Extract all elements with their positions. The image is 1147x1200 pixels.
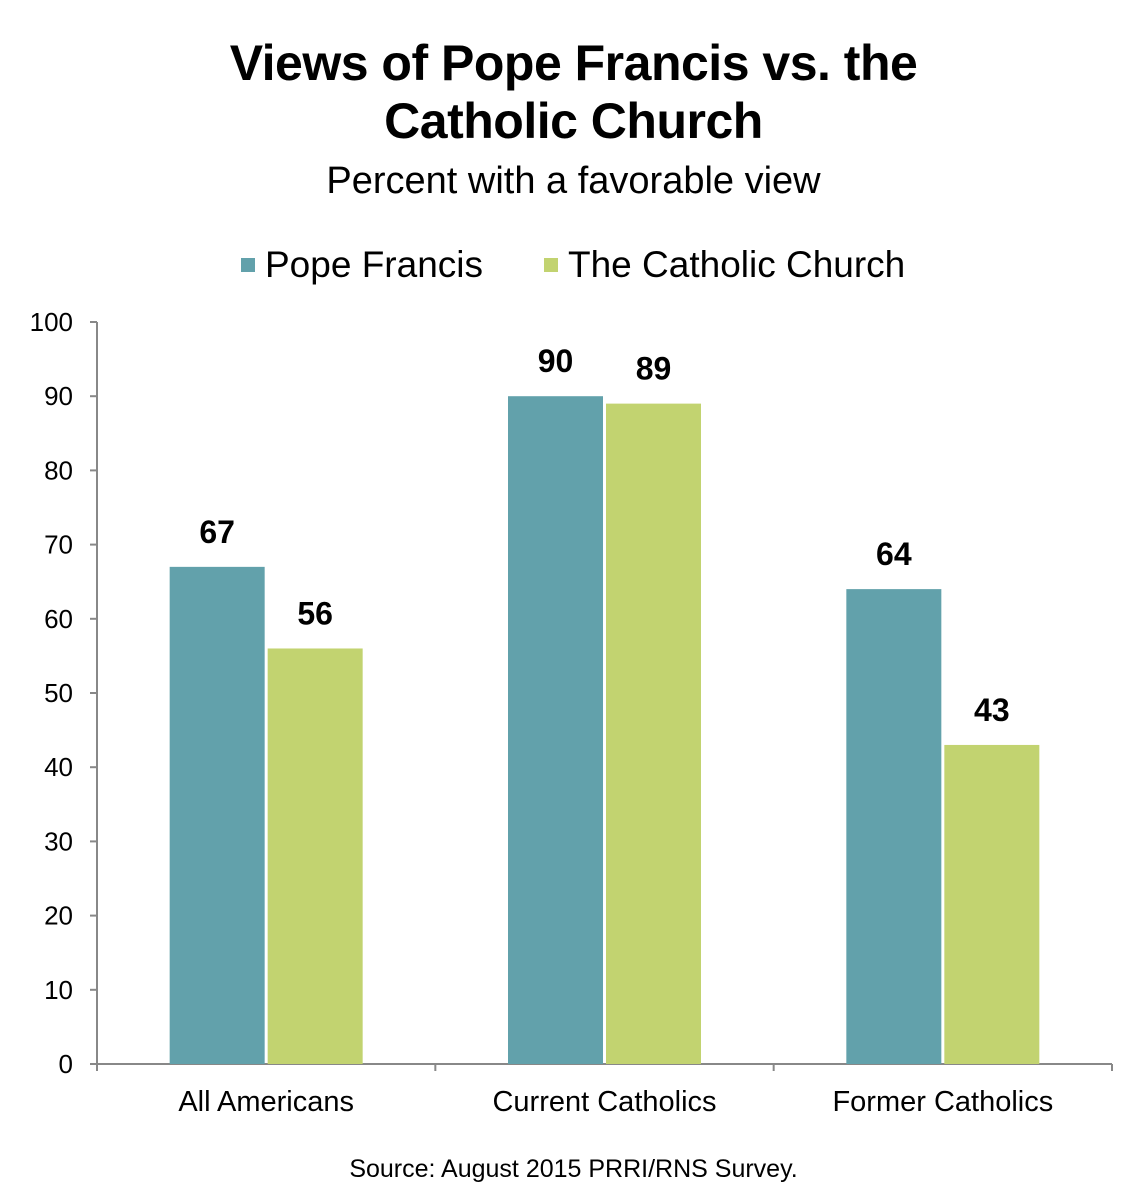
y-tick-label: 50	[44, 678, 73, 708]
chart-title: Views of Pope Francis vs. the Catholic C…	[0, 34, 1147, 150]
bar-the-catholic-church-all-americans	[267, 648, 363, 1064]
legend: Pope Francis The Catholic Church	[0, 240, 1147, 290]
data-label-the-catholic-church-former-catholics: 43	[974, 692, 1010, 728]
y-tick-label: 70	[44, 530, 73, 560]
legend-label-pope-francis: Pope Francis	[265, 244, 483, 285]
y-tick-label: 60	[44, 604, 73, 634]
category-label-all-americans: All Americans	[178, 1086, 354, 1118]
y-tick-label: 0	[59, 1049, 73, 1079]
legend-label-catholic-church: The Catholic Church	[568, 244, 906, 285]
y-tick-label: 90	[44, 381, 73, 411]
category-label-former-catholics: Former Catholics	[832, 1086, 1053, 1118]
bar-the-catholic-church-former-catholics	[944, 744, 1040, 1064]
chart-title-line-2: Catholic Church	[384, 93, 763, 149]
bar-the-catholic-church-current-catholics	[606, 403, 701, 1064]
legend-item-pope-francis: Pope Francis	[241, 240, 483, 290]
data-label-pope-francis-current-catholics: 90	[538, 343, 574, 379]
data-label-the-catholic-church-current-catholics: 89	[636, 351, 672, 387]
y-tick-label: 40	[44, 752, 73, 782]
legend-swatch-catholic-church	[544, 258, 558, 272]
chart-subtitle: Percent with a favorable view	[326, 160, 821, 202]
y-tick-label: 30	[44, 826, 73, 856]
y-tick-label: 80	[44, 455, 73, 485]
data-label-pope-francis-all-americans: 67	[199, 514, 235, 550]
bar-pope-francis-former-catholics	[846, 589, 942, 1064]
source-note: Source: August 2015 PRRI/RNS Survey.	[349, 1155, 798, 1183]
bar-pope-francis-current-catholics	[508, 396, 603, 1064]
y-tick-label: 10	[44, 975, 73, 1005]
y-tick-label: 100	[30, 307, 73, 337]
category-label-current-catholics: Current Catholics	[492, 1086, 716, 1118]
y-tick-label: 20	[44, 901, 73, 931]
data-label-the-catholic-church-all-americans: 56	[297, 595, 333, 631]
legend-swatch-pope-francis	[241, 258, 255, 272]
data-label-pope-francis-former-catholics: 64	[876, 536, 912, 572]
chart-title-line-1: Views of Pope Francis vs. the	[229, 35, 918, 91]
bar-pope-francis-all-americans	[169, 566, 265, 1064]
legend-item-catholic-church: The Catholic Church	[544, 240, 905, 290]
